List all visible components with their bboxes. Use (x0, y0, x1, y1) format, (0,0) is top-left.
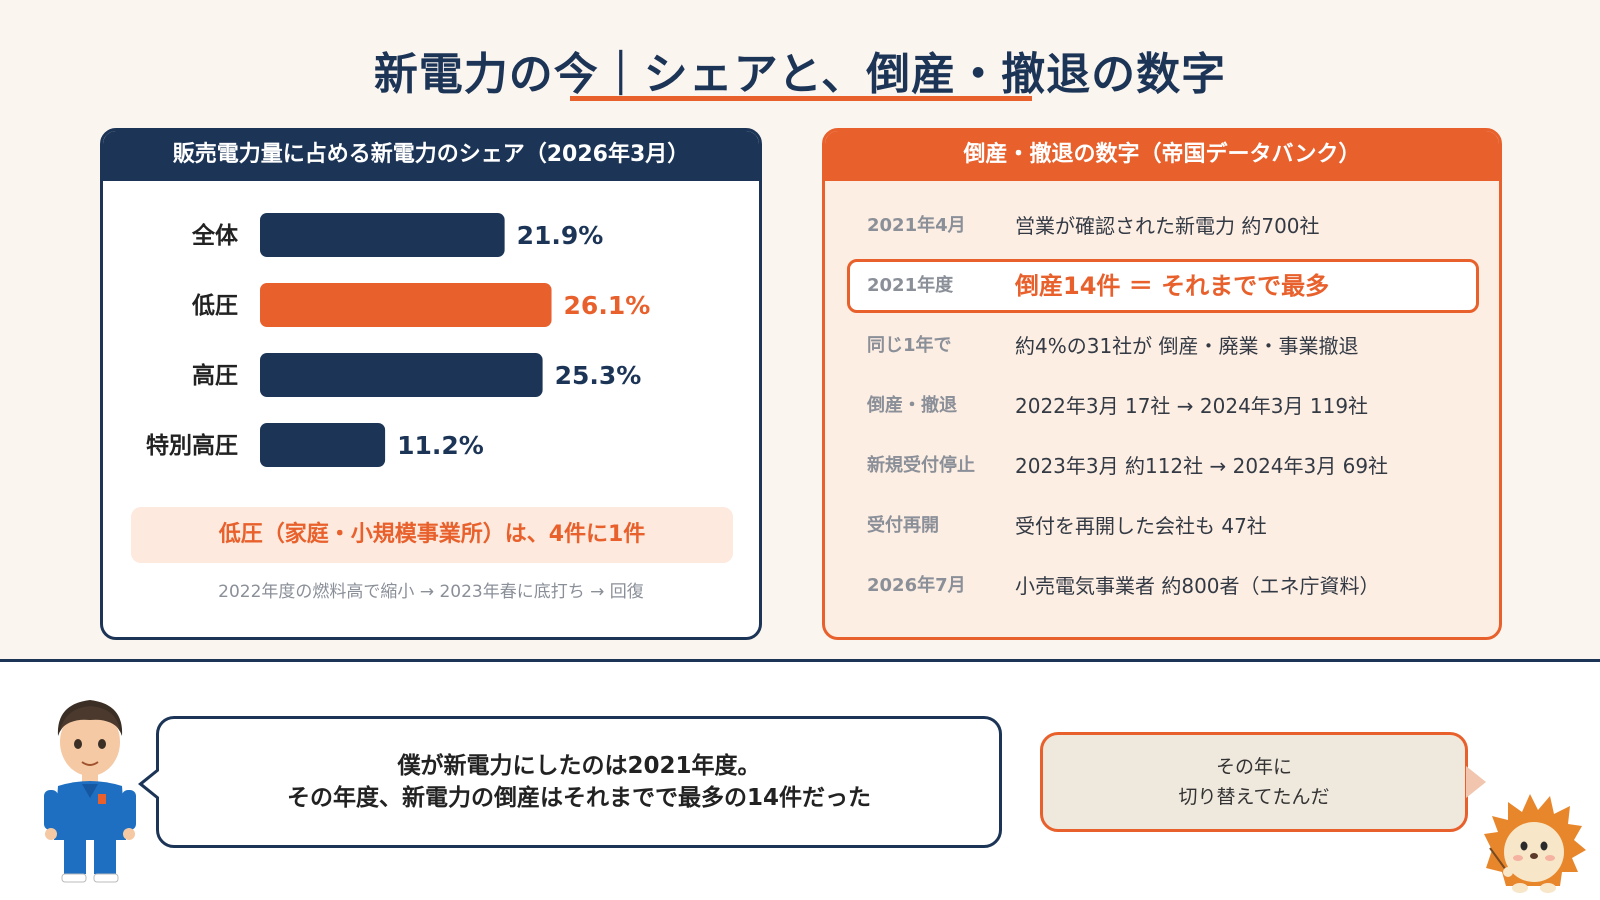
row-desc: 2022年3月 17社 → 2024年3月 119社 (1015, 394, 1369, 418)
row-desc: 受付を再開した会社も 47社 (1015, 514, 1267, 538)
hedgehog-speech-bubble: その年に 切り替えてたんだ (1040, 732, 1468, 832)
share-sub-note: 2022年度の燃料高で縮小 → 2023年春に底打ち → 回復 (218, 582, 644, 602)
row-date: 2021年4月 (867, 215, 966, 236)
row-desc: 小売電気事業者 約800者（エネ庁資料） (1015, 574, 1380, 598)
bankruptcy-row: 同じ1年で 約4%の31社が 倒産・廃業・事業撤退 (825, 319, 1499, 373)
share-bar-chart: 全体 21.9% 低圧 26.1% 高圧 25.3% 特別高圧 11.2% (146, 213, 651, 467)
row-date: 2021年度 (867, 275, 954, 296)
category-label: 全体 (191, 222, 239, 249)
row-date: 新規受付停止 (867, 455, 975, 476)
share-card-header: 販売電力量に占める新電力のシェア（2026年3月） (103, 131, 759, 181)
bankruptcy-row: 受付再開 受付を再開した会社も 47社 (825, 499, 1499, 553)
row-desc: 約4%の31社が 倒産・廃業・事業撤退 (1015, 334, 1359, 358)
bar (260, 423, 386, 467)
row-date: 同じ1年で (867, 335, 952, 356)
man-speech-bubble: 僕が新電力にしたのは2021年度。 その年度、新電力の倒産はそれまでで最多の14… (156, 716, 1002, 848)
row-desc: 2023年3月 約112社 → 2024年3月 69社 (1015, 454, 1389, 478)
speech-bubble-tail (1466, 766, 1486, 798)
bankruptcy-row: 新規受付停止 2023年3月 約112社 → 2024年3月 69社 (825, 439, 1499, 493)
bankruptcy-row: 倒産・撤退 2022年3月 17社 → 2024年3月 119社 (825, 379, 1499, 433)
speech-line: その年度、新電力の倒産はそれまでで最多の14件だった (286, 785, 871, 811)
bankruptcy-row-highlight: 2021年度 倒産14件 ＝ それまでで最多 (847, 259, 1479, 313)
category-label: 高圧 (192, 362, 238, 389)
category-label: 特別高圧 (146, 432, 238, 459)
bankruptcy-row: 2026年7月 小売電気事業者 約800者（エネ庁資料） (825, 559, 1499, 613)
row-date: 受付再開 (867, 515, 939, 536)
value-label: 25.3% (555, 361, 642, 390)
value-label: 26.1% (564, 291, 651, 320)
value-label: 21.9% (517, 221, 604, 250)
bar (260, 213, 505, 257)
speech-bubble-tail-inner (143, 771, 159, 797)
row-date: 2026年7月 (867, 575, 966, 596)
bar (260, 283, 552, 327)
hedgehog-character-illustration (1484, 794, 1586, 893)
row-desc: 倒産14件 ＝ それまでで最多 (1015, 272, 1330, 300)
share-note: 低圧（家庭・小規模事業所）は、4件に1件 (131, 507, 733, 563)
bar (260, 353, 543, 397)
man-character-illustration (44, 700, 136, 883)
title-underline (570, 96, 1032, 101)
section-divider (0, 659, 1600, 662)
share-card: 販売電力量に占める新電力のシェア（2026年3月） 全体 21.9% 低圧 26.1%… (100, 128, 762, 640)
row-date: 倒産・撤退 (867, 395, 957, 416)
bankruptcy-row: 2021年4月 営業が確認された新電力 約700社 (825, 199, 1499, 253)
page-title: 新電力の今｜シェアと、倒産・撤退の数字 (373, 49, 1227, 100)
value-label: 11.2% (397, 431, 484, 460)
bankruptcy-card: 倒産・撤退の数字（帝国データバンク） 2021年4月 営業が確認された新電力 約… (822, 128, 1502, 640)
speech-line: 僕が新電力にしたのは2021年度。 (397, 753, 761, 779)
bankruptcy-card-header: 倒産・撤退の数字（帝国データバンク） (825, 131, 1499, 181)
category-label: 低圧 (191, 293, 238, 319)
row-desc: 営業が確認された新電力 約700社 (1015, 214, 1320, 238)
speech-line: その年に (1215, 756, 1292, 778)
speech-line: 切り替えてたんだ (1178, 786, 1330, 808)
